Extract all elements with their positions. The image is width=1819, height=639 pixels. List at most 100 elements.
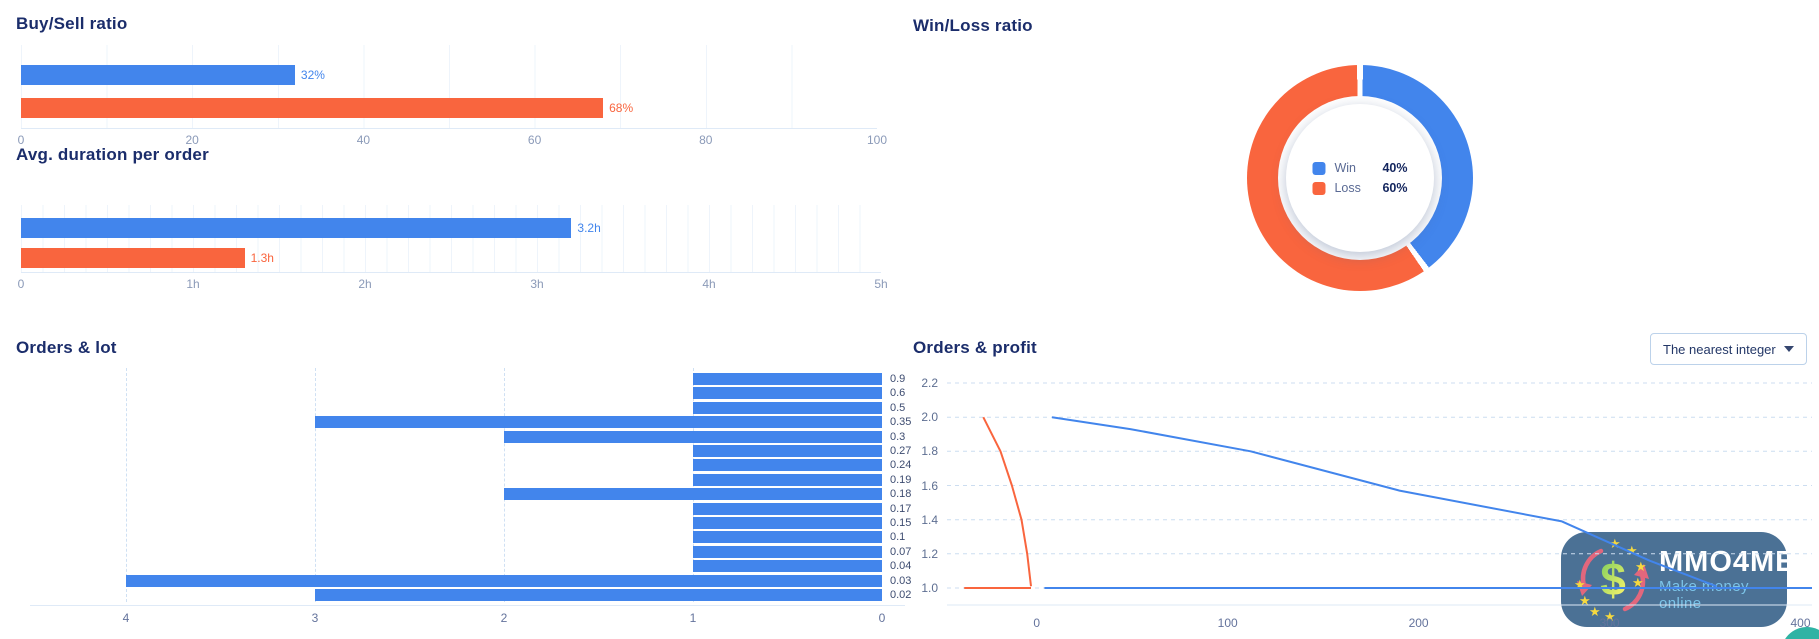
lot-category-label: 0.3 [890,430,906,443]
x-tick: 60 [527,133,542,147]
x-tick: 0 [17,133,25,147]
win-label: Win [1334,161,1357,175]
x-tick: 20 [185,133,199,147]
avg_duration-bar-sell [21,248,245,268]
lot-category-label: 0.18 [890,488,912,501]
lot-bar [693,545,882,558]
buy_sell-bar-buy [21,65,295,85]
lot-bar [693,387,882,400]
x-tick: 0 [1033,616,1041,630]
rounding-dropdown[interactable]: The nearest integer [1650,333,1807,365]
lot-category-label: 0.02 [890,589,912,601]
y-tick: 2.2 [921,376,938,390]
lot-category-label: 0.27 [890,445,912,457]
x-tick: 3 [311,611,319,625]
dollar-stars-logo-icon: $ ★ ★ ★ ★ ★ ★ ★ ★ [1571,535,1655,623]
x-tick: 100 [866,133,888,147]
avg-duration-x-axis: 0 1h 2h 3h 4h 5h [18,277,888,291]
watermark-tagline: Make money online [1659,578,1749,613]
loss-curve-line [982,416,1032,587]
win-value: 40% [1382,161,1408,175]
x-tick: 3h [530,277,544,291]
star-icon: ★ [1579,592,1591,608]
lot-bar [693,459,882,472]
lot-category-label: 0.17 [890,502,912,515]
y-tick: 1.4 [921,512,938,527]
buy_sell-bar-sell [21,98,604,118]
lot-bar [693,473,882,486]
bar-value-label: 68% [609,101,634,115]
x-tick: 5h [874,277,888,291]
x-tick: 80 [699,133,713,147]
loss-swatch [1312,181,1326,195]
lot-bar [693,517,882,529]
star-icon: ★ [1632,574,1644,590]
avg-duration-chart: 3.2h 1.3h [21,205,881,273]
lot-bar [126,574,882,587]
profit-curve-line [1051,416,1717,588]
orders-lot-title: Orders & lot [16,338,117,357]
lot-category-label: 0.5 [890,401,906,414]
star-icon: ★ [1589,603,1601,619]
rounding-dropdown-value: The nearest integer [1663,341,1776,357]
lot-bar [693,445,882,457]
lot-category-label: 0.03 [890,574,912,587]
x-tick: 40 [356,133,371,147]
star-icon: ★ [1626,542,1638,558]
lot-category-label: 0.07 [890,545,912,558]
x-tick: 2 [500,611,508,625]
lot-category-label: 0.6 [890,387,906,400]
lot-bar [504,430,882,443]
donut-hole [1286,104,1434,252]
y-tick: 2.0 [921,410,938,425]
y-tick: 1.0 [921,581,938,595]
buy-sell-chart: 32% 68% [21,45,877,129]
orders-lot-axis-line [30,605,905,606]
lot-bar [315,416,882,429]
lot-category-label: 0.04 [890,560,912,573]
x-tick: 1h [186,277,200,291]
mmo4me-watermark: $ ★ ★ ★ ★ ★ ★ ★ ★ MMO4ME Make money online [1561,532,1795,627]
orders-profit-line-chart [947,382,1812,606]
lot-bar [693,560,882,573]
y-tick: 1.2 [921,546,938,561]
orders-lot-category-labels: 0.9 0.6 0.5 0.35 0.3 0.27 0.24 0.19 0.18 0.17 0.15… [890,368,950,604]
orders-profit-y-axis: 2.2 2.0 1.8 1.6 1.4 1.2 1.0 [900,375,938,605]
lot-bar [693,373,882,385]
orders-lot-chart [126,368,882,604]
legend-row-loss: Loss 60% [1312,181,1408,195]
x-tick: 4h [702,277,716,291]
loss-label: Loss [1334,181,1361,195]
star-icon: ★ [1609,535,1621,551]
gridline [504,368,505,602]
win-loss-donut-chart: Win 40% Loss 60% [1247,65,1473,291]
buy-sell-x-axis: 0 20 40 60 80 100 [17,133,887,147]
bar-value-label: 32% [300,68,325,82]
x-tick: 4 [122,611,130,625]
dollar-sign: $ [1600,552,1626,605]
x-tick: 300 [1599,616,1620,630]
lot-category-label: 0.1 [890,531,906,544]
lot-bar [504,488,882,501]
y-tick: 1.6 [921,478,938,493]
star-icon: ★ [1635,558,1647,574]
buy-sell-title: Buy/Sell ratio [16,14,128,33]
x-tick: 100 [1217,616,1238,630]
lot-bar [693,401,882,414]
x-tick: 400 [1790,616,1811,630]
lot-category-label: 0.15 [890,517,912,529]
star-icon: ★ [1574,576,1586,592]
x-tick: 200 [1408,616,1429,630]
win-loss-legend: Win 40% Loss 60% [1312,161,1408,195]
lot-category-label: 0.19 [890,473,912,486]
avg_duration-bar-buy [21,218,572,238]
lot-category-label: 0.9 [890,373,906,385]
x-tick: 1 [689,611,697,625]
lot-bar [693,531,882,544]
loss-value: 60% [1382,181,1408,195]
lot-category-label: 0.35 [890,416,912,429]
y-tick: 1.8 [921,444,938,459]
win-swatch [1312,161,1326,175]
x-tick: 0 [878,611,886,625]
x-tick: 2h [358,277,372,291]
